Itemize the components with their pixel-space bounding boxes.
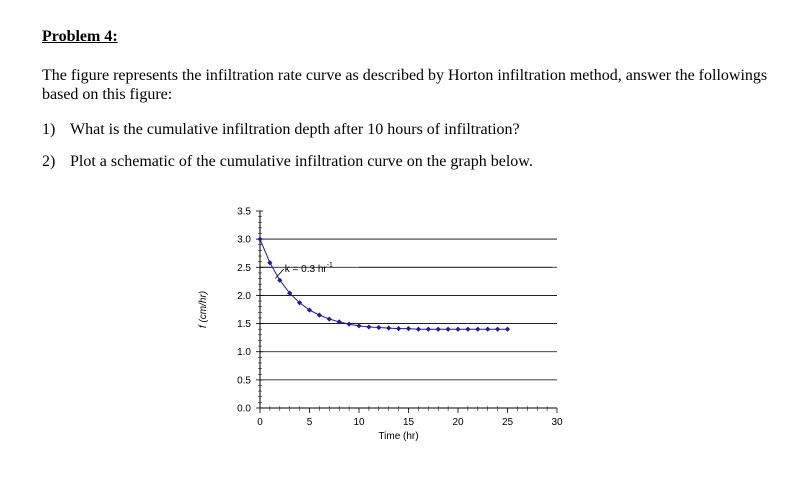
y-tick-label: 1.0 [237, 347, 251, 358]
data-point [415, 326, 421, 332]
data-point [346, 321, 352, 327]
data-point [356, 323, 362, 329]
data-point [435, 326, 441, 332]
data-point [396, 326, 402, 332]
chart-axes [259, 211, 557, 409]
question-1: 1) What is the cumulative infiltration de… [42, 120, 520, 139]
data-point [445, 326, 451, 332]
data-point [455, 326, 461, 332]
data-point [366, 324, 372, 330]
chart-annotation: k = 0.3 hr-1 [275, 262, 333, 279]
infiltration-rate-chart: 0.0 0.5 1.0 1.5 2.0 2.5 3.0 3.5 0 5 10 15 20 25 30 k =… [198, 207, 563, 443]
x-tick-label: 5 [307, 417, 313, 428]
data-point [495, 326, 501, 332]
question-number: 1) [42, 121, 56, 138]
question-2: 2) Plot a schematic of the cumulative inf… [42, 152, 533, 171]
chart-gridlines [260, 238, 557, 381]
data-point [405, 326, 412, 332]
y-tick-label: 2.0 [237, 291, 251, 302]
y-tick-label: 0.5 [237, 375, 251, 386]
annotation-label: k = 0.3 hr-1 [285, 262, 333, 275]
data-point [386, 325, 392, 331]
data-point [306, 307, 313, 313]
y-tick-label: 0.0 [237, 404, 251, 415]
y-tick-label: 1.5 [237, 319, 251, 330]
x-tick-label: 30 [551, 417, 563, 428]
x-tick-label: 15 [403, 417, 415, 428]
question-text: What is the cumulative infiltration dept… [70, 121, 520, 138]
chart-ticks: 0.0 0.5 1.0 1.5 2.0 2.5 3.0 3.5 0 5 10 15 20 25 30 [237, 207, 563, 429]
problem-intro: The figure represents the infiltration r… [42, 67, 768, 103]
x-tick-label: 0 [257, 417, 263, 428]
series-line [259, 238, 508, 330]
data-point [425, 326, 431, 332]
data-point [485, 326, 491, 332]
data-point [504, 326, 511, 332]
data-point [376, 324, 382, 331]
data-point [316, 312, 322, 318]
x-tick-label: 25 [502, 417, 514, 428]
problem-title: Problem 4: [42, 28, 118, 45]
y-tick-label: 3.0 [237, 235, 251, 246]
y-tick-label: 3.5 [237, 207, 251, 218]
x-axis-label: Time (hr) [378, 431, 418, 442]
annotation-leader-line [275, 268, 285, 279]
y-axis-label: f (cm/hr) [198, 291, 209, 328]
question-number: 2) [42, 153, 56, 170]
data-point [465, 326, 471, 332]
x-tick-label: 10 [353, 417, 365, 428]
data-point [326, 316, 332, 322]
data-point [267, 260, 273, 266]
x-tick-label: 20 [452, 417, 464, 428]
data-point [257, 236, 263, 242]
y-tick-label: 2.5 [237, 263, 251, 274]
chart-series [257, 236, 511, 332]
data-point [475, 326, 481, 332]
question-text: Plot a schematic of the cumulative infil… [70, 153, 533, 170]
